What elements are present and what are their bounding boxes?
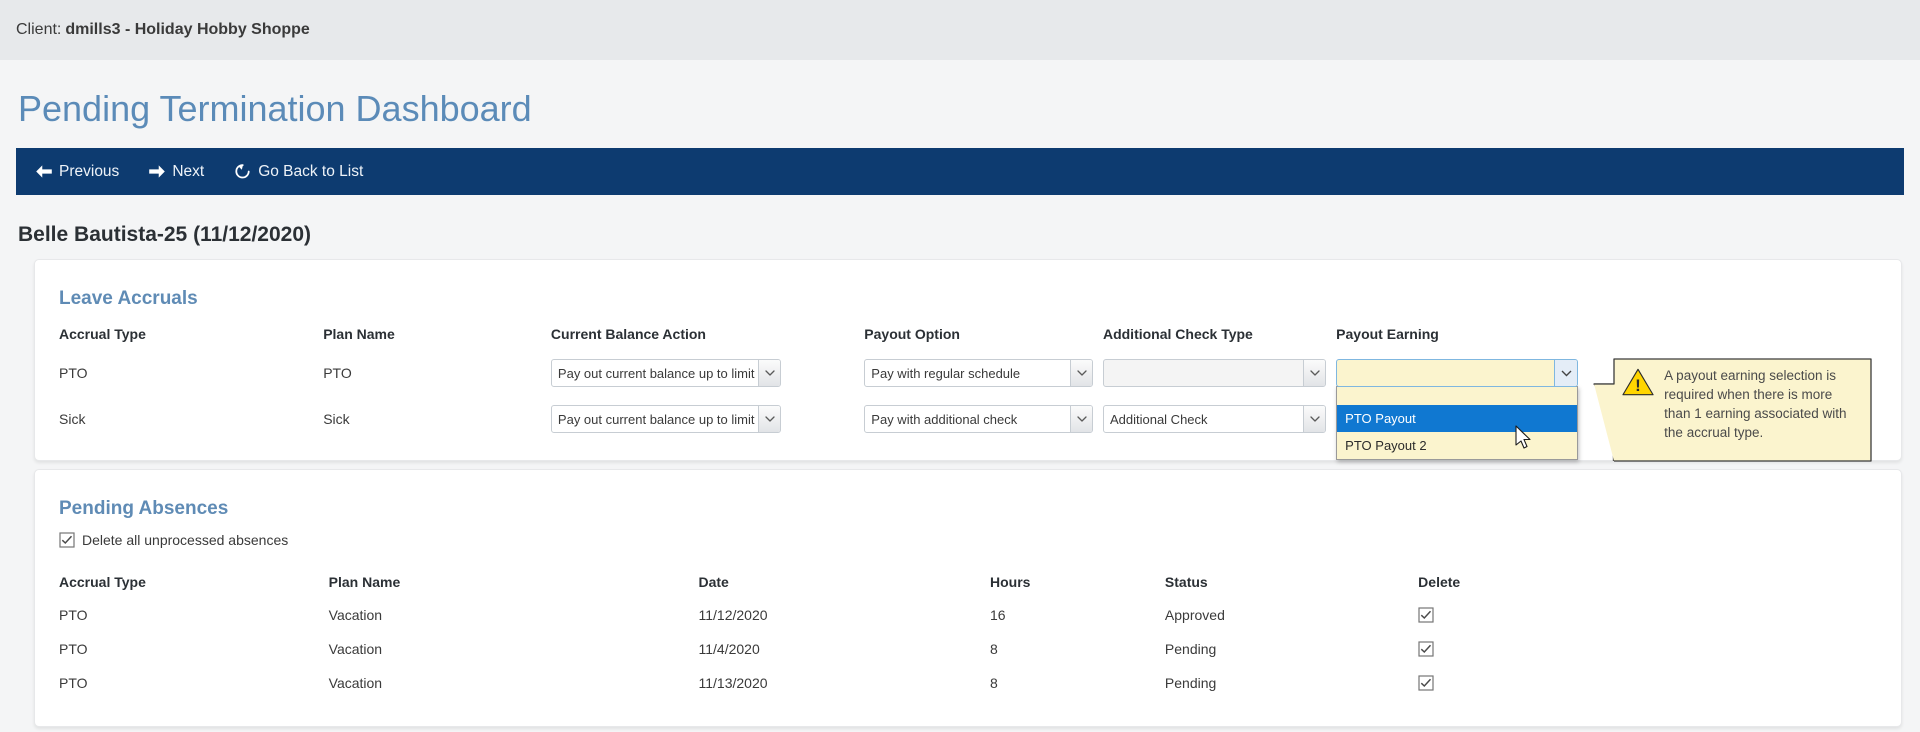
svg-text:!: ! (1635, 376, 1641, 395)
